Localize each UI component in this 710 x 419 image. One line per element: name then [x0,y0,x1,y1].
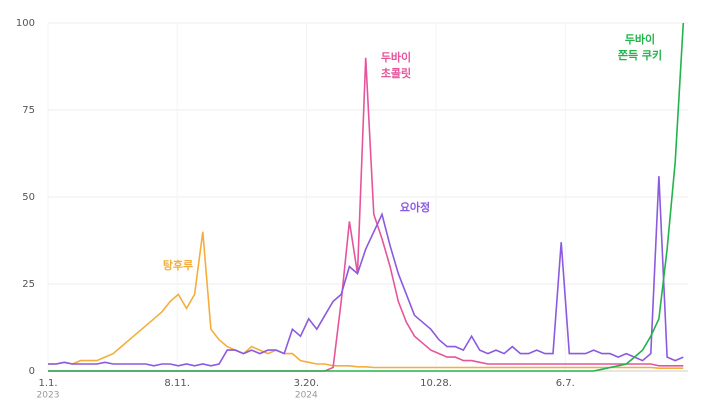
y-tick-label: 25 [22,279,35,290]
x-tick-label: 6.7. [556,378,575,389]
x-tick-label: 3.20. [294,378,319,389]
y-tick-label: 100 [16,18,35,29]
series-line [48,176,684,367]
x-year-label: 2023 [37,391,60,401]
x-tick-label: 8.11. [164,378,189,389]
series-label: 요아정 [400,200,430,214]
series-label-line: 쫀득 쿠키 [618,48,662,62]
x-tick-label: 10.28. [420,378,452,389]
series-label-line: 두바이 [625,32,655,46]
x-tick-label: 1.1. [38,378,57,389]
x-year-label: 2024 [295,391,318,401]
series-line [48,231,684,369]
series-line [48,57,684,372]
series-label-line: 두바이 [381,50,411,64]
series-line [48,22,685,372]
y-tick-label: 75 [22,105,35,116]
y-tick-label: 0 [29,366,35,377]
y-tick-label: 50 [22,192,35,203]
series-label: 탕후루 [163,258,193,272]
series-label-line: 초콜릿 [381,66,411,80]
